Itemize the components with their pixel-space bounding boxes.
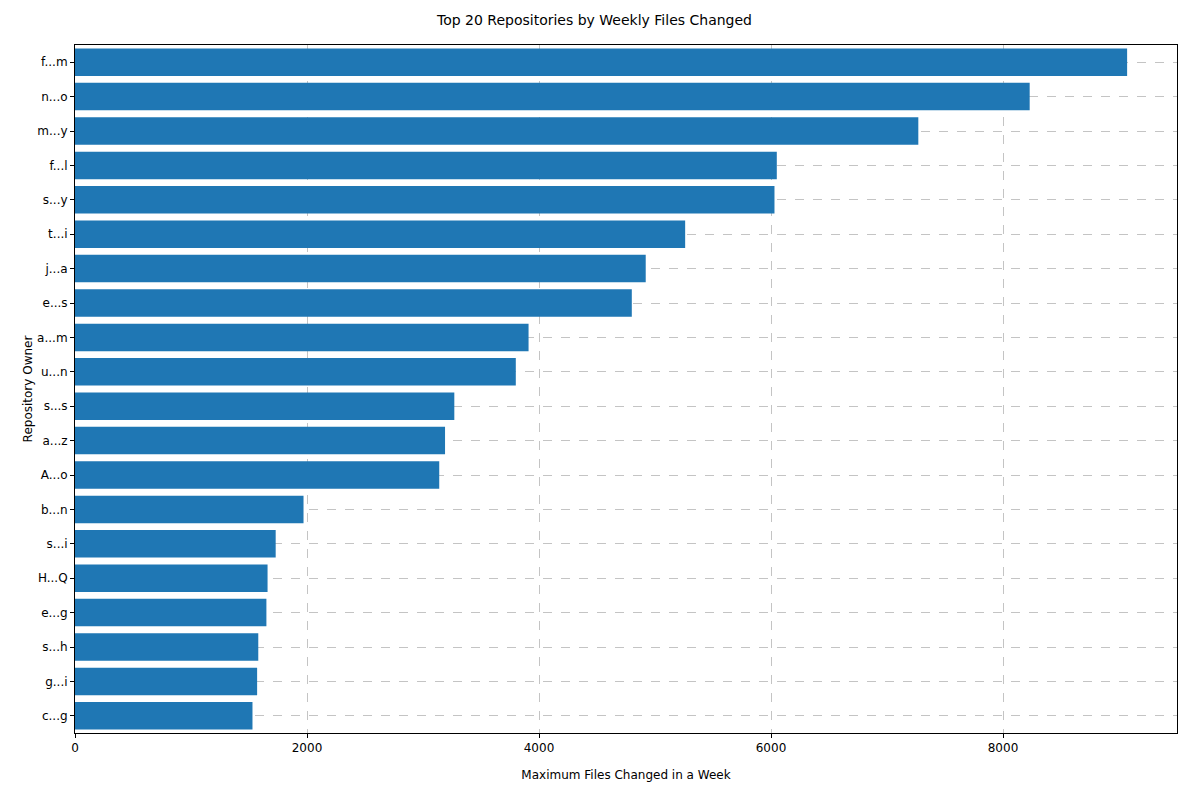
svg-text:s...h: s...h	[42, 640, 67, 654]
svg-text:a...z: a...z	[42, 434, 67, 448]
svg-text:Top 20 Repositories by Weekly: Top 20 Repositories by Weekly Files Chan…	[436, 12, 752, 28]
svg-text:4000: 4000	[524, 741, 555, 755]
svg-text:s...y: s...y	[43, 193, 68, 207]
svg-text:t...i: t...i	[48, 227, 67, 241]
svg-text:0: 0	[71, 741, 79, 755]
svg-text:2000: 2000	[292, 741, 323, 755]
svg-text:a...m: a...m	[37, 331, 68, 345]
svg-text:c...g: c...g	[42, 709, 68, 723]
svg-text:m...y: m...y	[37, 124, 67, 138]
svg-text:f...m: f...m	[41, 55, 67, 69]
svg-text:Maximum Files Changed in a Wee: Maximum Files Changed in a Week	[521, 768, 730, 782]
svg-text:e...s: e...s	[43, 296, 68, 310]
svg-text:A...o: A...o	[41, 468, 68, 482]
svg-text:g...i: g...i	[45, 675, 67, 689]
svg-text:b...n: b...n	[41, 503, 68, 517]
svg-text:n...o: n...o	[41, 90, 67, 104]
svg-text:H...Q: H...Q	[38, 571, 68, 585]
svg-text:e...g: e...g	[41, 606, 67, 620]
svg-text:6000: 6000	[756, 741, 787, 755]
svg-text:s...s: s...s	[44, 399, 68, 413]
svg-text:Repository Owner: Repository Owner	[21, 336, 35, 443]
svg-text:s...i: s...i	[47, 537, 68, 551]
svg-text:8000: 8000	[988, 741, 1019, 755]
svg-text:j...a: j...a	[44, 262, 67, 276]
svg-text:u...n: u...n	[41, 365, 68, 379]
svg-text:f...l: f...l	[49, 159, 67, 173]
